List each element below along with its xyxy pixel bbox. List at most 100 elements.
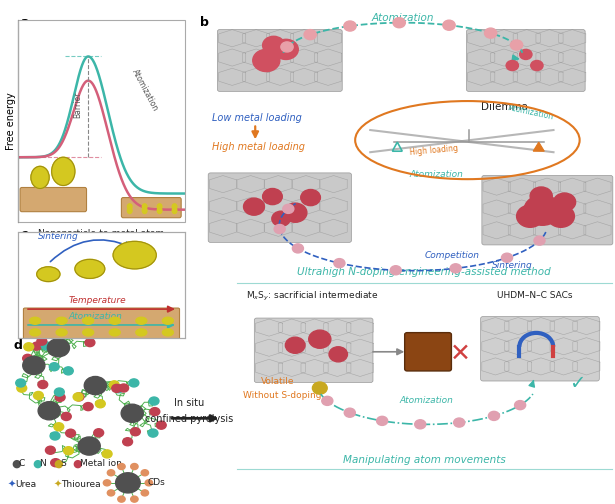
Circle shape	[103, 480, 111, 486]
Circle shape	[23, 356, 45, 374]
Circle shape	[253, 49, 280, 72]
Circle shape	[107, 470, 114, 476]
Circle shape	[172, 208, 177, 214]
FancyBboxPatch shape	[405, 333, 451, 371]
Circle shape	[162, 329, 173, 336]
Circle shape	[127, 204, 132, 210]
Circle shape	[23, 354, 33, 362]
Circle shape	[554, 193, 576, 211]
Circle shape	[49, 363, 59, 371]
Circle shape	[109, 381, 119, 389]
Circle shape	[130, 428, 140, 436]
Text: ✕: ✕	[450, 342, 470, 366]
Circle shape	[530, 187, 552, 205]
Circle shape	[112, 385, 122, 393]
Circle shape	[94, 429, 104, 437]
Circle shape	[515, 401, 526, 410]
Text: High metal loading: High metal loading	[212, 142, 305, 152]
Circle shape	[49, 319, 58, 327]
Circle shape	[145, 480, 153, 486]
Circle shape	[56, 317, 67, 324]
Circle shape	[274, 224, 285, 233]
Text: Atomization: Atomization	[130, 68, 159, 113]
Text: a: a	[20, 16, 29, 29]
Circle shape	[113, 241, 156, 269]
Text: Urea: Urea	[15, 480, 36, 489]
Text: Temperature: Temperature	[68, 296, 126, 305]
Text: Atomization: Atomization	[371, 13, 434, 23]
Circle shape	[114, 385, 124, 393]
Circle shape	[117, 496, 125, 502]
Circle shape	[141, 470, 149, 476]
FancyBboxPatch shape	[218, 29, 342, 92]
Circle shape	[73, 393, 83, 401]
FancyBboxPatch shape	[20, 187, 87, 212]
Circle shape	[78, 437, 100, 455]
Circle shape	[488, 411, 499, 420]
Circle shape	[62, 412, 71, 420]
Circle shape	[121, 404, 143, 422]
Circle shape	[82, 329, 93, 336]
Circle shape	[322, 396, 333, 405]
Text: Competition: Competition	[424, 251, 480, 260]
FancyBboxPatch shape	[23, 308, 180, 344]
Text: d: d	[14, 339, 22, 352]
Text: In situ: In situ	[174, 398, 205, 408]
Circle shape	[344, 21, 356, 31]
Circle shape	[391, 266, 402, 275]
Circle shape	[123, 437, 133, 446]
Y-axis label: Free energy: Free energy	[6, 92, 15, 150]
FancyBboxPatch shape	[482, 175, 613, 245]
Circle shape	[38, 402, 60, 420]
Circle shape	[520, 49, 532, 59]
Circle shape	[284, 203, 307, 222]
Circle shape	[102, 450, 112, 458]
Circle shape	[37, 337, 47, 345]
Circle shape	[136, 317, 147, 324]
Circle shape	[63, 367, 73, 375]
Text: c: c	[20, 228, 28, 241]
Circle shape	[162, 317, 173, 324]
Text: Nanoparticle-to-metal atom: Nanoparticle-to-metal atom	[38, 229, 165, 238]
Circle shape	[30, 329, 41, 336]
Circle shape	[272, 211, 290, 226]
Circle shape	[547, 205, 574, 227]
Circle shape	[312, 382, 327, 394]
Text: Volatile: Volatile	[261, 377, 295, 386]
Circle shape	[38, 381, 48, 389]
Circle shape	[16, 379, 26, 387]
Text: High loading: High loading	[409, 144, 458, 157]
Text: Thiourea: Thiourea	[62, 480, 101, 489]
Circle shape	[301, 190, 320, 206]
Text: N: N	[39, 459, 46, 468]
Circle shape	[75, 329, 85, 337]
Circle shape	[54, 423, 64, 431]
Text: ✓: ✓	[569, 373, 585, 393]
Circle shape	[116, 473, 140, 493]
Circle shape	[31, 166, 49, 188]
Circle shape	[329, 347, 347, 362]
Circle shape	[393, 18, 405, 28]
Polygon shape	[533, 142, 544, 151]
Circle shape	[309, 330, 331, 348]
Circle shape	[142, 204, 147, 210]
Circle shape	[109, 317, 121, 324]
Circle shape	[33, 392, 43, 400]
Circle shape	[127, 208, 132, 214]
Text: ✦: ✦	[54, 480, 62, 490]
Circle shape	[531, 60, 543, 71]
Circle shape	[157, 208, 162, 214]
Circle shape	[510, 40, 523, 50]
Text: ●: ●	[11, 459, 21, 469]
Circle shape	[117, 464, 125, 470]
Circle shape	[82, 317, 93, 324]
Text: Ultrahigh N-doping engineering-assisted method: Ultrahigh N-doping engineering-assisted …	[298, 267, 551, 277]
Circle shape	[244, 198, 264, 215]
Text: UHDM–N–C SACs: UHDM–N–C SACs	[498, 291, 573, 300]
Text: Sintering: Sintering	[492, 261, 533, 270]
Circle shape	[285, 337, 305, 353]
Circle shape	[107, 490, 114, 496]
Circle shape	[55, 393, 65, 401]
Circle shape	[109, 329, 121, 336]
Circle shape	[149, 397, 159, 405]
